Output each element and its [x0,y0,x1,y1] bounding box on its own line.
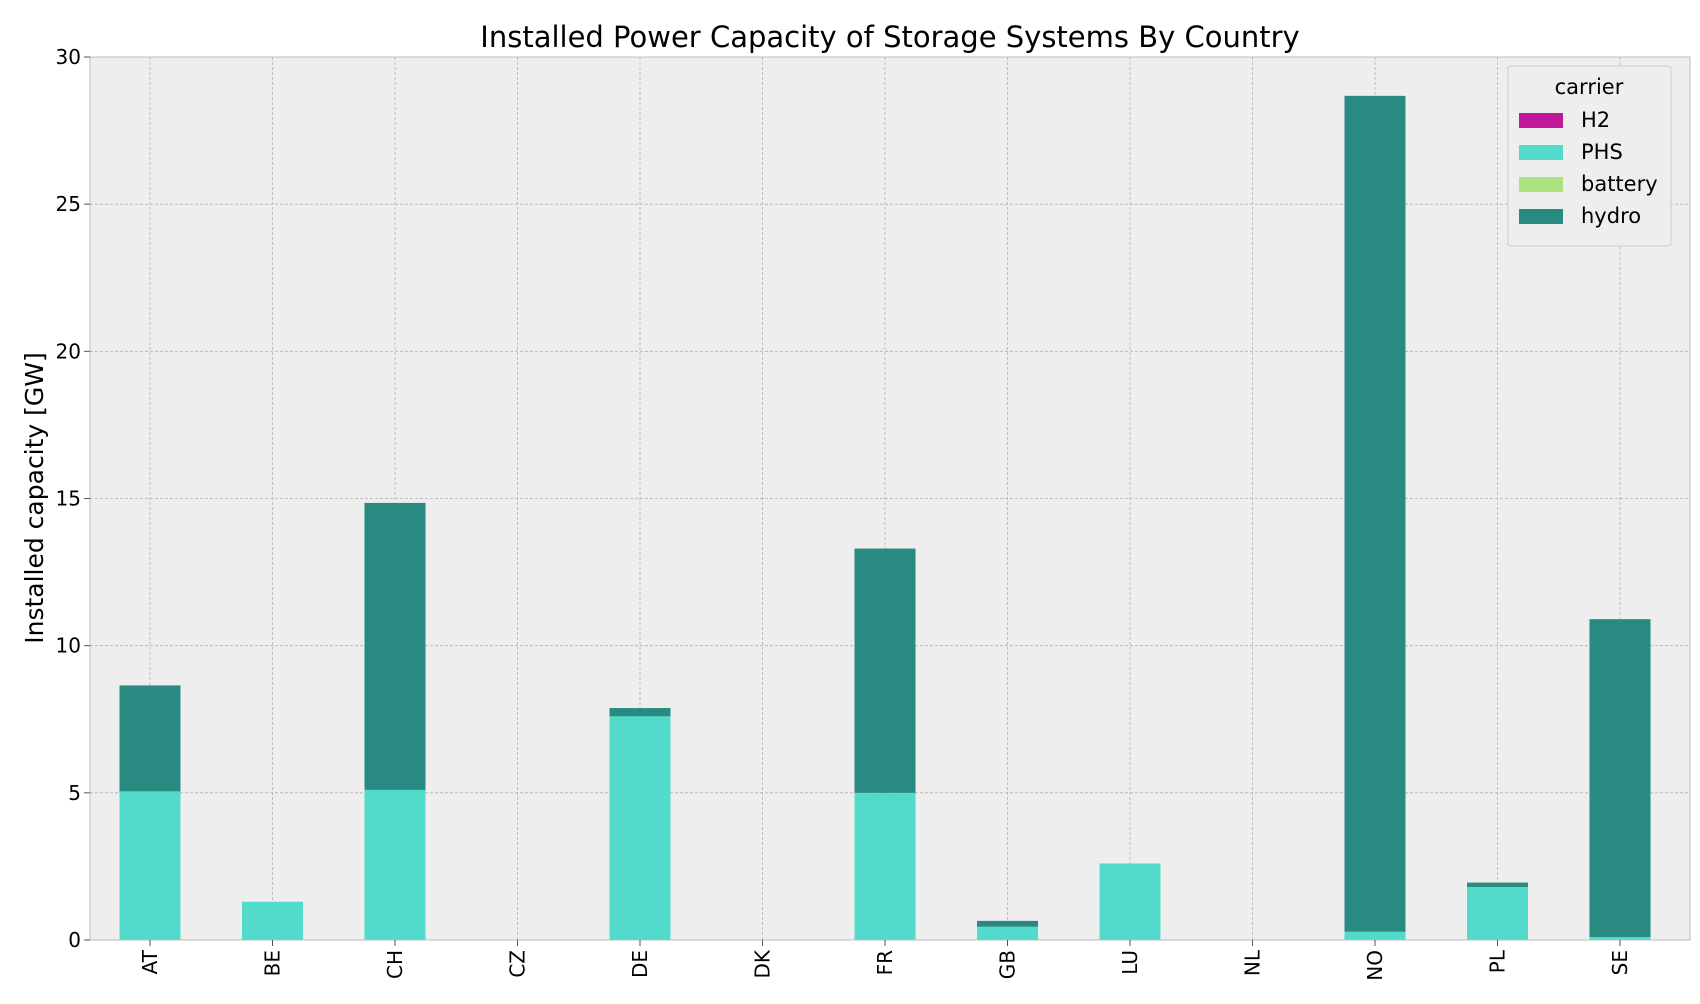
x-tick-label: DE [628,950,652,978]
bar-phs-de [609,716,671,940]
legend-entries: H2 PHS battery hydro [1519,108,1658,228]
x-tick-label: LU [1118,950,1142,975]
y-tick-label: 15 [56,487,81,511]
bar-hydro-pl [1467,882,1528,888]
x-tick-label: FR [873,950,897,976]
bar-hydro-no [1344,95,1406,932]
y-tick-label: 0 [68,928,81,952]
y-tick-label: 10 [56,634,81,658]
x-tick-label: AT [138,949,162,974]
bar-hydro-fr [854,548,916,793]
bar-hydro-at [119,685,181,792]
legend-title: carrier [1555,75,1624,99]
y-tick-label: 20 [56,339,81,363]
x-tick-label: DK [751,949,775,978]
y-axis-label: Installed capacity [GW] [20,352,49,644]
bar-phs-no [1344,931,1406,940]
y-tick-label: 25 [56,192,81,216]
x-tick-label: NO [1363,950,1387,981]
legend: carrier H2 PHS battery hydro [1507,65,1672,247]
x-tick-label: CH [383,950,407,979]
x-tick-label: BE [261,950,285,976]
legend-swatch-phs [1519,145,1563,160]
x-tick-label: PL [1486,949,1510,973]
bar-phs-at [119,791,181,940]
bar-phs-se [1589,937,1651,940]
x-axis-ticks: AT BE CH CZ DE DK FR GB LU NL NO PL SE [138,940,1632,981]
x-tick-label: NL [1241,949,1265,976]
legend-label-h2: H2 [1581,108,1610,132]
bar-phs-be [242,901,303,940]
legend-label-hydro: hydro [1581,204,1641,228]
x-tick-label: GB [996,950,1020,979]
x-tick-label: CZ [506,950,530,978]
legend-swatch-hydro [1519,209,1563,224]
bars [119,95,1651,940]
bar-phs-pl [1467,887,1528,940]
bar-hydro-gb [977,920,1038,927]
bar-phs-ch [364,789,426,940]
x-tick-label: SE [1608,950,1632,975]
bar-phs-lu [1099,863,1161,940]
legend-label-battery: battery [1581,172,1658,196]
chart-title: Installed Power Capacity of Storage Syst… [480,20,1299,54]
y-tick-label: 5 [68,781,81,805]
legend-swatch-h2 [1519,113,1563,128]
bar-phs-fr [854,792,916,940]
bar-hydro-ch [364,502,426,790]
bar-hydro-se [1589,619,1651,938]
bar-hydro-de [609,708,671,717]
legend-box [1507,65,1672,247]
y-tick-label: 30 [56,45,81,69]
bar-phs-gb [977,926,1038,940]
y-axis-ticks: 0 5 10 15 20 25 30 [56,45,90,952]
legend-swatch-battery [1519,177,1563,192]
legend-label-phs: PHS [1581,140,1623,164]
